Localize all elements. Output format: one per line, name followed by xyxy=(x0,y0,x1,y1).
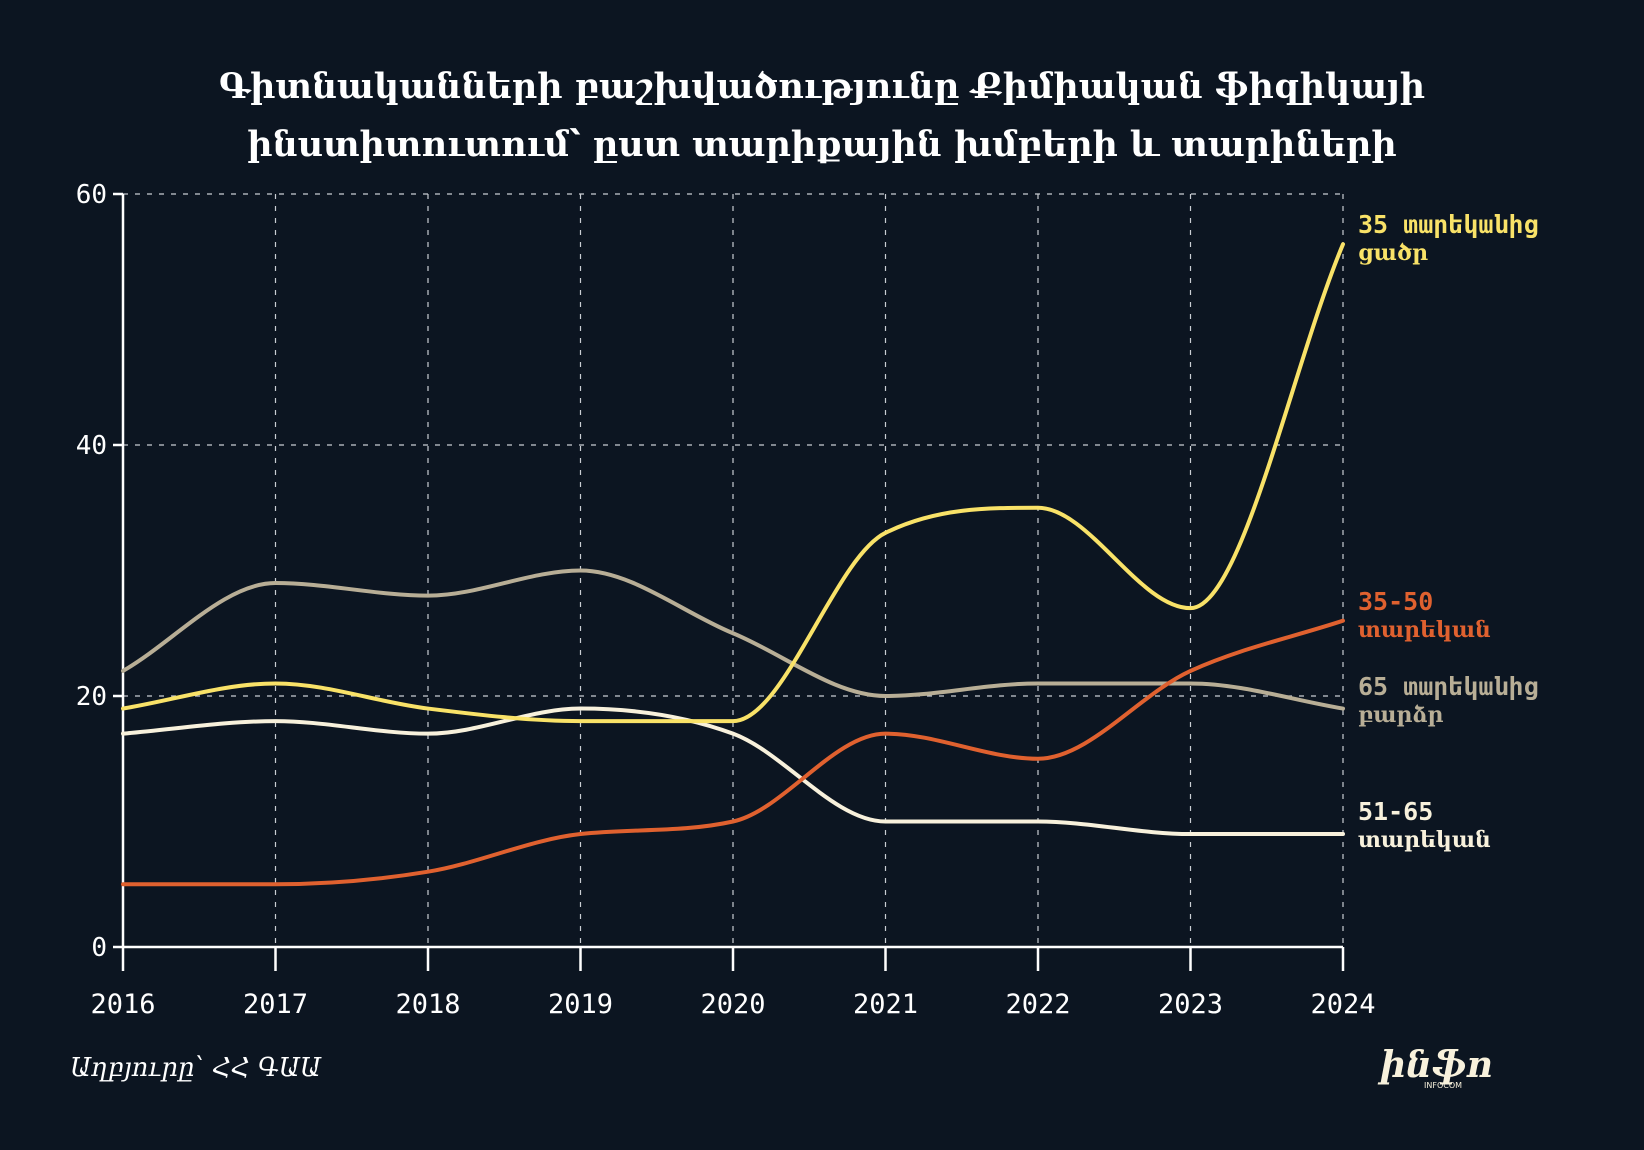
logo-text: ինֆո xyxy=(1377,1044,1493,1086)
series-label-line-2: բարձր xyxy=(1358,702,1443,728)
series-label-line-1: 51-65 xyxy=(1358,797,1433,826)
series-label-line-1: 65 տարեկանից xyxy=(1358,672,1539,701)
logo-subtext: INFOCOM xyxy=(1424,1081,1462,1090)
y-tick-label: 60 xyxy=(76,180,107,210)
series-line-3 xyxy=(121,242,1345,724)
chart-title-line-1: Գիտնականների բաշխվածությունը Քիմիական ֆի… xyxy=(218,66,1426,107)
series-line-1 xyxy=(121,706,1345,837)
chart-title: Գիտնականների բաշխվածությունը Քիմիական ֆի… xyxy=(0,58,1644,174)
y-tick-label: 20 xyxy=(76,682,107,712)
x-tick-label: 2021 xyxy=(853,989,918,1020)
series-label-line-2: ցածր xyxy=(1358,240,1428,266)
y-tick-label: 40 xyxy=(76,431,107,461)
series-label-line-2: տարեկան xyxy=(1358,827,1491,853)
infocom-logo: ինֆո INFOCOM xyxy=(1377,1044,1493,1090)
series-label-line-1: 35-50 xyxy=(1358,587,1433,616)
source-note: Աղբյուրը՝ ՀՀ ԳԱԱ xyxy=(70,1053,321,1083)
series-line-0 xyxy=(121,568,1345,711)
x-tick-label: 2017 xyxy=(243,989,308,1020)
x-tick-label: 2016 xyxy=(90,989,155,1020)
chart-title-line-2: ինստիտուտում՝ ըստ տարիքային խմբերի և տար… xyxy=(247,124,1397,165)
y-tick-label: 0 xyxy=(91,933,107,963)
series-label-line-2: տարեկան xyxy=(1358,617,1491,643)
x-tick-label: 2019 xyxy=(548,989,613,1020)
x-tick-label: 2023 xyxy=(1158,989,1223,1020)
x-tick-label: 2024 xyxy=(1310,989,1375,1020)
x-tick-label: 2022 xyxy=(1005,989,1070,1020)
x-tick-label: 2020 xyxy=(700,989,765,1020)
series-label-line-1: 35 տարեկանից xyxy=(1358,210,1539,239)
x-tick-label: 2018 xyxy=(395,989,460,1020)
series-line-2 xyxy=(121,618,1345,887)
